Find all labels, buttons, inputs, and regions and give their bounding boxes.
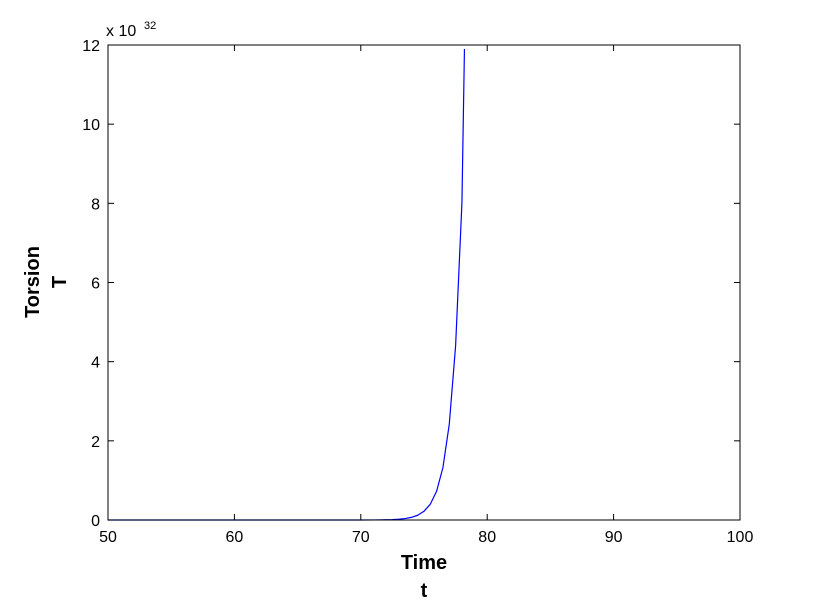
x-axis-title-line-2: t [421,580,428,602]
x-tick-label: 100 [727,529,754,546]
plot-area [108,45,740,520]
x-tick-label: 50 [99,529,117,546]
y-tick-label: 8 [91,196,100,213]
x-axis-title-line-1: Time [401,552,447,574]
axes-box [107,44,741,521]
tick-labels-layer: 50 60 70 80 90 100 0 2 4 6 8 10 12 [82,38,753,546]
y-tick-label: 2 [91,434,100,451]
x-tick-label: 70 [352,529,370,546]
y-tick-label: 10 [82,117,100,134]
y-tick-label: 12 [82,38,100,55]
y-axis-title-line-2: T [49,276,71,288]
y-multiplier-exponent: 32 [144,20,156,32]
x-tick-label: 90 [605,529,623,546]
x-tick-label: 60 [226,529,244,546]
y-axis-title-line-1: Torsion [22,246,44,318]
y-tick-label: 0 [91,513,100,530]
y-tick-label: 6 [91,276,100,293]
x-tick-label: 80 [478,529,496,546]
y-multiplier-label: x 10 [106,23,136,40]
y-tick-label: 4 [91,355,100,372]
